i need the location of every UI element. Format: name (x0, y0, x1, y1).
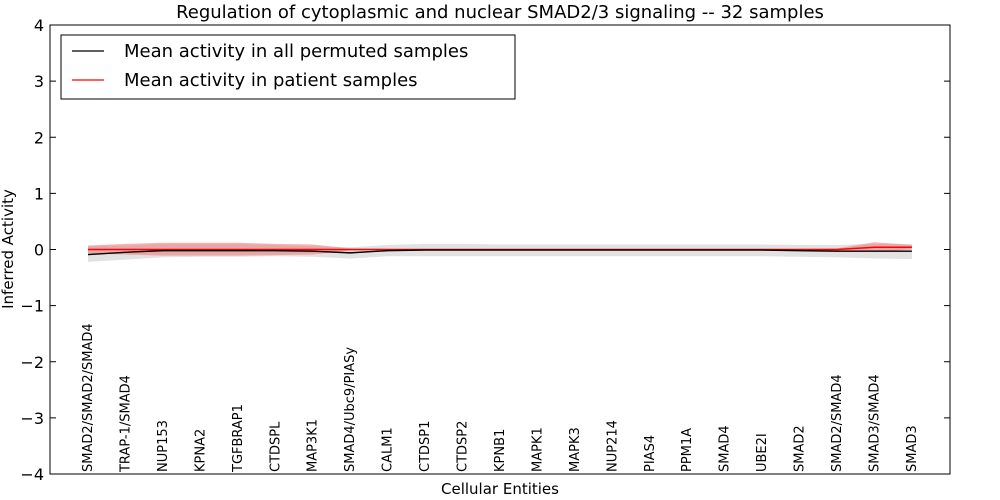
category-label: MAPK3 (568, 427, 583, 472)
category-label: SMAD2/SMAD2/SMAD4 (81, 323, 96, 472)
category-label: SMAD4/Ubc9/PIASy (343, 347, 358, 472)
plot-frame (49, 24, 951, 475)
y-tick-label: −2 (20, 353, 44, 372)
category-label: SMAD4 (718, 425, 733, 472)
y-tick-label: 3 (34, 72, 44, 91)
chart-title: Regulation of cytoplasmic and nuclear SM… (176, 2, 824, 23)
category-label: SMAD3/SMAD4 (867, 374, 882, 472)
y-tick-label: 2 (34, 128, 44, 147)
y-tick-label: 4 (34, 16, 44, 35)
y-tick-label: −1 (20, 297, 44, 316)
category-label: NUP214 (605, 420, 620, 472)
y-tick-label: 1 (34, 184, 44, 203)
category-label: PPM1A (680, 428, 695, 472)
category-label: SMAD3 (905, 425, 920, 472)
category-label: SMAD2/SMAD4 (830, 374, 845, 472)
x-axis-label: Cellular Entities (441, 480, 559, 498)
category-label: MAPK1 (530, 427, 545, 472)
y-tick-label: 0 (34, 241, 44, 260)
legend-label-patient: Mean activity in patient samples (124, 70, 418, 91)
category-label: UBE2I (755, 433, 770, 472)
legend: Mean activity in all permuted samples Me… (60, 34, 516, 100)
category-label: KPNB1 (493, 429, 508, 472)
category-labels: SMAD2/SMAD2/SMAD4 TRAP-1/SMAD4 NUP153 KPNA2… (81, 323, 920, 473)
line-layer (87, 246, 912, 256)
y-axis: 4 3 2 1 0 −1 −2 −3 −4 (20, 16, 950, 484)
category-label: SMAD2 (793, 425, 808, 472)
y-tick-label: −4 (20, 465, 44, 484)
category-label: MAP3K1 (306, 419, 321, 472)
category-label: CTDSP2 (456, 421, 471, 472)
category-label: NUP153 (156, 420, 171, 472)
line-permuted (87, 249, 912, 256)
category-label: KPNA2 (193, 429, 208, 472)
category-label: TRAP-1/SMAD4 (118, 375, 133, 473)
y-tick-label: −3 (20, 409, 44, 428)
category-label: PIAS4 (643, 435, 658, 472)
category-label: TGFBRAP1 (231, 404, 246, 473)
y-axis-label: Inferred Activity (0, 189, 17, 309)
category-label: CTDSP1 (418, 421, 433, 472)
legend-label-permuted: Mean activity in all permuted samples (124, 41, 468, 62)
legend-box (60, 34, 516, 100)
category-label: CALM1 (381, 427, 396, 472)
category-label: CTDSPL (268, 421, 283, 472)
band-layer (88, 242, 912, 262)
